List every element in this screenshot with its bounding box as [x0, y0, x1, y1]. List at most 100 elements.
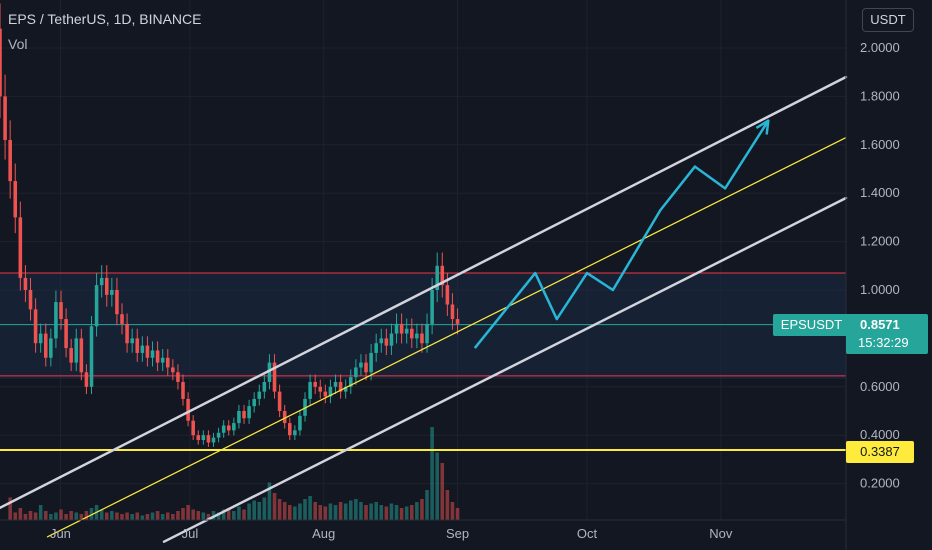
candle-body — [104, 277, 109, 295]
projection-arrowhead — [755, 119, 770, 135]
volume-bar — [293, 506, 297, 520]
channel-upper-line — [0, 75, 848, 510]
candle-body — [374, 343, 378, 353]
candle-body — [201, 435, 206, 441]
volume-bar — [186, 505, 190, 520]
currency-button[interactable]: USDT — [862, 8, 914, 32]
x-tick-label: Oct — [577, 526, 598, 541]
candle-body — [384, 338, 389, 346]
candle-body — [8, 139, 12, 182]
candle-body — [293, 430, 297, 436]
y-tick-label: 0.2000 — [860, 476, 900, 491]
volume-bar — [318, 505, 323, 520]
volume-bar — [33, 512, 38, 520]
volume-bar — [394, 505, 399, 520]
candle-body — [130, 338, 134, 344]
candle-body — [440, 265, 445, 286]
x-tick-label: Sep — [446, 526, 469, 541]
candle-body — [404, 328, 409, 334]
volume-bar — [196, 511, 201, 520]
volume-bar — [369, 503, 373, 520]
trend-channel[interactable] — [0, 75, 848, 543]
volume-bar — [323, 506, 328, 520]
candle-body — [150, 350, 155, 358]
candle-body — [394, 323, 399, 334]
volume-bar — [415, 502, 419, 520]
volume-bar — [140, 515, 145, 520]
candle-body — [211, 437, 216, 443]
y-tick-label: 2.0000 — [860, 40, 900, 55]
candlesticks — [0, 3, 460, 447]
candle-body — [277, 391, 282, 411]
time-axis[interactable]: Jun Jul Aug Sep Oct Nov — [50, 526, 733, 541]
candle-body — [165, 357, 170, 368]
volume-bar — [104, 512, 109, 520]
candle-body — [186, 398, 190, 421]
candle-body — [379, 338, 384, 344]
candle-body — [389, 333, 394, 346]
volume-bar — [125, 512, 129, 520]
candle-body — [196, 435, 201, 441]
y-tick-label: 1.0000 — [860, 282, 900, 297]
volume-bar — [43, 511, 48, 520]
candle-body — [94, 285, 99, 327]
volume-bar — [171, 514, 175, 520]
volume-bar — [49, 514, 53, 520]
y-tick-label: 0.6000 — [860, 379, 900, 394]
candle-body — [145, 345, 150, 358]
volume-bar — [242, 509, 246, 520]
x-tick-label: Jul — [182, 526, 199, 541]
volume-bar — [354, 499, 358, 520]
x-tick-label: Aug — [312, 526, 335, 541]
candle-body — [333, 381, 338, 387]
volume-bar — [74, 512, 79, 520]
x-tick-label: Jun — [50, 526, 71, 541]
volume-bar — [206, 514, 211, 520]
candle-body — [435, 265, 439, 290]
volume-bar — [232, 511, 236, 520]
candle-body — [33, 309, 38, 344]
volume-bar — [359, 502, 363, 520]
candle-body — [155, 350, 160, 363]
projection-path[interactable] — [473, 119, 770, 349]
volume-bar — [374, 502, 378, 520]
candle-body — [318, 386, 323, 392]
candle-body — [313, 381, 317, 387]
candle-body — [3, 96, 7, 140]
candle-body — [74, 338, 79, 363]
volume-bar — [272, 493, 277, 520]
candle-body — [18, 217, 23, 278]
volume-bar — [364, 505, 368, 520]
volume-bar — [303, 499, 307, 520]
volume-bar — [379, 505, 384, 520]
volume-bar — [13, 512, 18, 520]
volume-bar — [343, 503, 348, 520]
volume-bar — [425, 490, 429, 520]
candle-body — [343, 386, 348, 392]
volume-bar — [252, 500, 256, 520]
volume-bar — [89, 508, 94, 520]
candle-body — [354, 367, 358, 378]
volume-bars — [8, 427, 460, 520]
candle-body — [237, 411, 241, 424]
candle-body — [99, 277, 104, 286]
volume-bar — [18, 508, 23, 520]
volume-bar — [450, 502, 455, 520]
last-price-tag: 0.8571 15:32:29 — [846, 314, 928, 354]
candle-body — [409, 328, 414, 339]
range-highlight — [0, 273, 846, 379]
volume-bar — [348, 500, 353, 520]
candle-body — [13, 181, 18, 218]
price-axis[interactable]: 2.0000 1.8000 1.6000 1.4000 1.2000 1.0000 0.60… — [860, 40, 900, 491]
candle-body — [64, 319, 68, 349]
candle-body — [79, 338, 84, 373]
volume-bar — [277, 499, 282, 520]
volume-bar — [404, 506, 409, 520]
candle-body — [415, 333, 419, 339]
candle-body — [140, 345, 145, 353]
volume-bar — [165, 512, 170, 520]
candle-body — [323, 391, 328, 397]
volume-bar — [145, 514, 150, 520]
volume-bar — [99, 509, 104, 520]
